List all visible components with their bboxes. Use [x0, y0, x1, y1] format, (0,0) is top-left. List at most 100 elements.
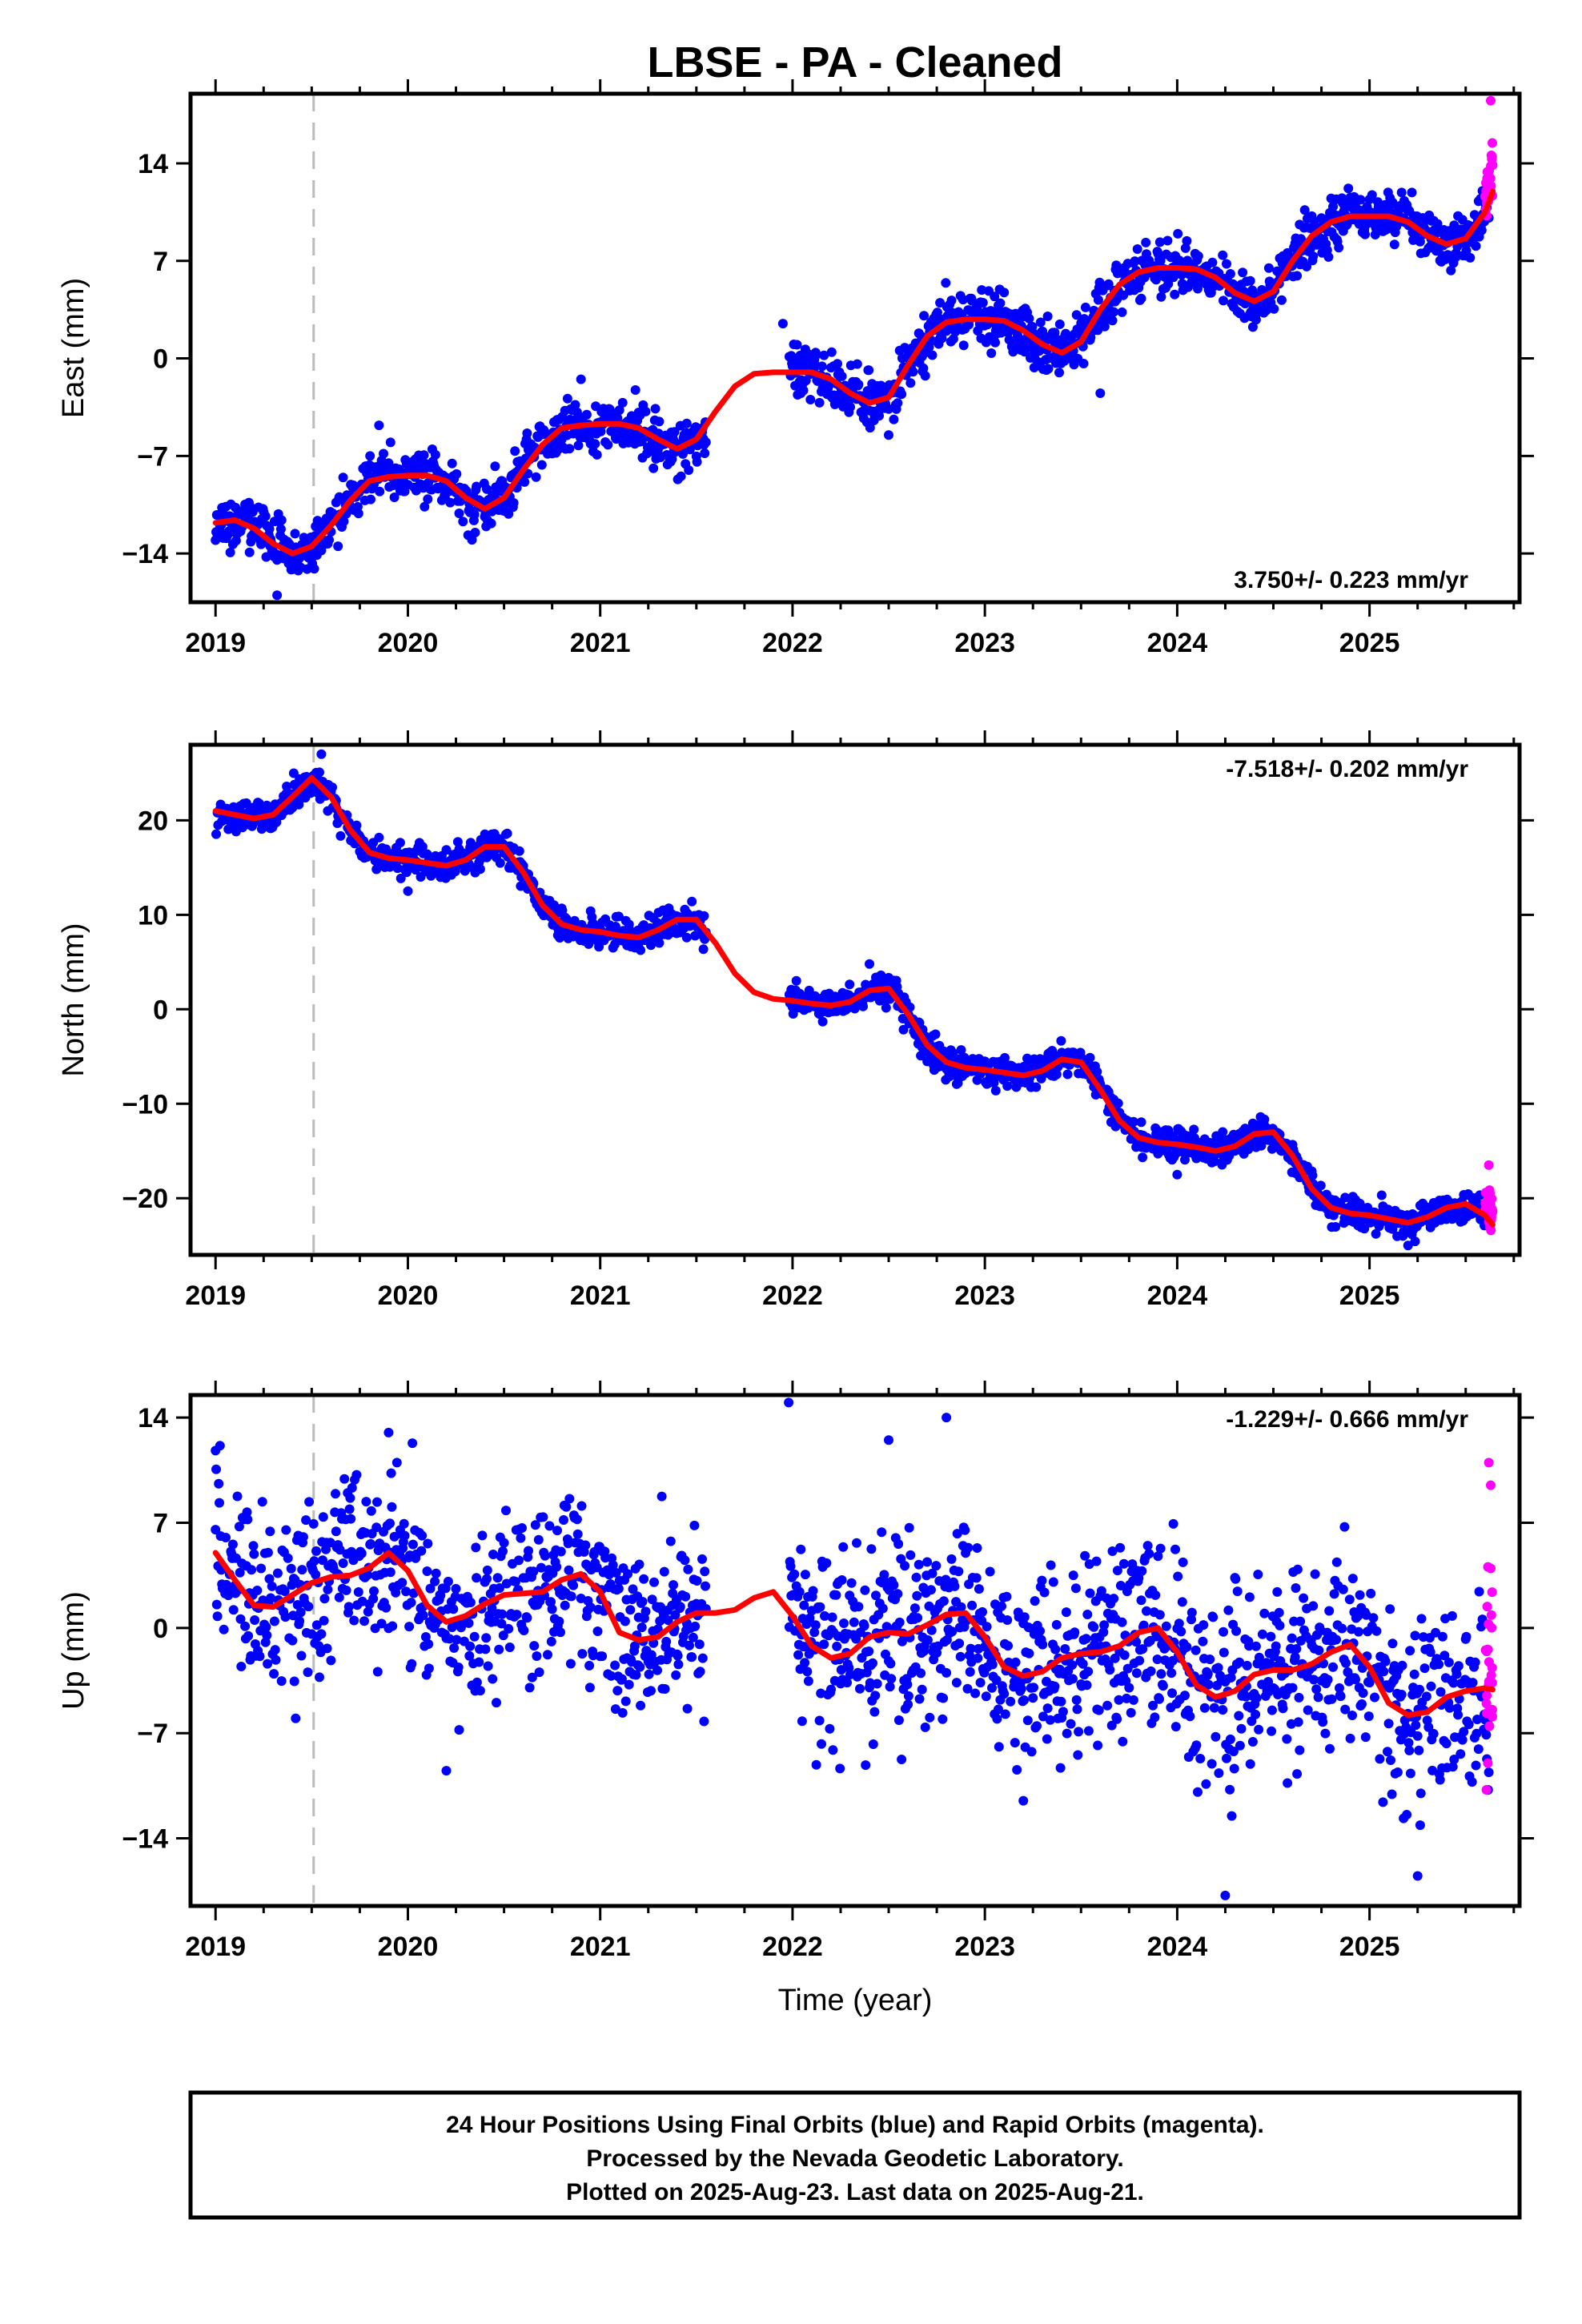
east-data-point	[1080, 302, 1090, 312]
east-data-point	[581, 409, 592, 420]
up-data-point	[408, 1438, 418, 1449]
up-data-point	[257, 1497, 267, 1507]
north-ytick-label: −10	[122, 1089, 168, 1120]
north-data-point	[514, 846, 524, 856]
east-data-point	[918, 363, 929, 373]
east-data-point	[374, 420, 384, 431]
up-data-point	[443, 1576, 453, 1586]
east-data-point	[1219, 296, 1228, 306]
up-data-point	[577, 1649, 588, 1659]
up-data-point	[319, 1615, 329, 1626]
east-data-point	[814, 397, 825, 408]
up-data-point	[227, 1539, 238, 1550]
up-data-point	[640, 1606, 651, 1617]
up-data-point	[311, 1620, 322, 1630]
up-data-point	[971, 1573, 982, 1583]
up-data-point	[262, 1630, 272, 1640]
up-data-point	[418, 1610, 428, 1621]
up-data-point	[690, 1621, 701, 1631]
east-data-point	[1299, 205, 1310, 215]
up-data-point	[1234, 1711, 1244, 1721]
up-data-point	[974, 1584, 984, 1594]
up-data-point	[1035, 1626, 1045, 1636]
up-data-point	[917, 1684, 927, 1695]
up-data-point	[1068, 1570, 1078, 1581]
east-data-point	[592, 449, 602, 460]
east-data-point	[275, 524, 286, 534]
up-data-point	[279, 1586, 290, 1596]
north-data-point	[1172, 1169, 1182, 1180]
up-data-point	[1019, 1612, 1030, 1622]
up-data-point	[893, 1715, 904, 1725]
up-data-point	[597, 1651, 608, 1662]
up-data-point	[636, 1700, 646, 1711]
up-data-point	[341, 1585, 351, 1595]
east-data-point	[937, 333, 947, 344]
up-data-point	[1338, 1584, 1348, 1594]
north-data-point	[315, 767, 324, 778]
up-data-point	[835, 1763, 845, 1774]
north-ytick-label: −20	[122, 1184, 168, 1214]
up-data-point	[564, 1565, 574, 1575]
up-data-point	[472, 1573, 482, 1583]
up-data-point	[219, 1624, 229, 1634]
east-data-point	[333, 541, 343, 552]
up-data-point	[982, 1622, 992, 1632]
up-data-point	[296, 1651, 307, 1661]
up-data-point	[1231, 1626, 1242, 1636]
east-xtick-label: 2019	[185, 628, 246, 658]
up-plot-area	[211, 1395, 1497, 1906]
north-data-point	[1359, 1224, 1370, 1234]
up-data-point	[661, 1636, 672, 1647]
east-data-point	[614, 405, 624, 416]
up-data-point	[232, 1491, 243, 1502]
up-data-point	[1266, 1631, 1276, 1642]
up-data-point	[660, 1684, 670, 1694]
up-data-point	[481, 1633, 492, 1643]
up-data-point	[1176, 1626, 1186, 1637]
up-data-point	[385, 1567, 396, 1578]
up-data-point	[391, 1458, 402, 1468]
up-data-point	[1070, 1583, 1081, 1594]
east-data-point	[1099, 321, 1110, 332]
up-data-point	[451, 1583, 461, 1594]
up-data-point	[815, 1602, 825, 1612]
up-data-point	[1050, 1681, 1060, 1691]
east-data-point	[893, 398, 903, 408]
up-data-point	[1327, 1694, 1337, 1704]
up-data-point	[1082, 1680, 1092, 1691]
north-data-point	[845, 979, 855, 990]
up-data-point	[1295, 1745, 1305, 1755]
east-data-point	[1042, 312, 1053, 321]
east-data-point	[1154, 237, 1165, 247]
up-data-point	[900, 1561, 910, 1571]
up-data-point	[295, 1607, 306, 1618]
up-data-point	[811, 1759, 821, 1770]
up-data-point	[1002, 1591, 1012, 1602]
up-data-point	[349, 1615, 359, 1626]
up-data-point	[1186, 1614, 1196, 1625]
up-data-point	[629, 1641, 640, 1651]
east-ytick-label: 0	[153, 344, 168, 375]
up-data-point	[338, 1558, 348, 1568]
up-data-point	[524, 1683, 535, 1693]
up-data-point	[1109, 1594, 1119, 1604]
up-data-point	[318, 1512, 328, 1522]
up-data-point	[1271, 1641, 1281, 1651]
up-data-point	[794, 1586, 805, 1597]
up-data-point	[580, 1540, 591, 1550]
up-data-point	[532, 1651, 542, 1661]
up-data-point	[637, 1597, 648, 1606]
up-data-point	[1124, 1683, 1134, 1693]
east-xtick-label: 2022	[762, 628, 823, 658]
east-data-point	[522, 428, 532, 438]
north-data-point	[1209, 1156, 1219, 1167]
up-data-point	[1227, 1811, 1237, 1821]
east-data-point	[1225, 269, 1235, 279]
up-data-point	[825, 1723, 835, 1734]
up-data-point	[872, 1679, 882, 1689]
east-data-point	[365, 451, 375, 461]
up-data-point	[1078, 1659, 1088, 1669]
north-data-point	[1180, 1155, 1190, 1165]
east-data-point	[420, 501, 430, 512]
